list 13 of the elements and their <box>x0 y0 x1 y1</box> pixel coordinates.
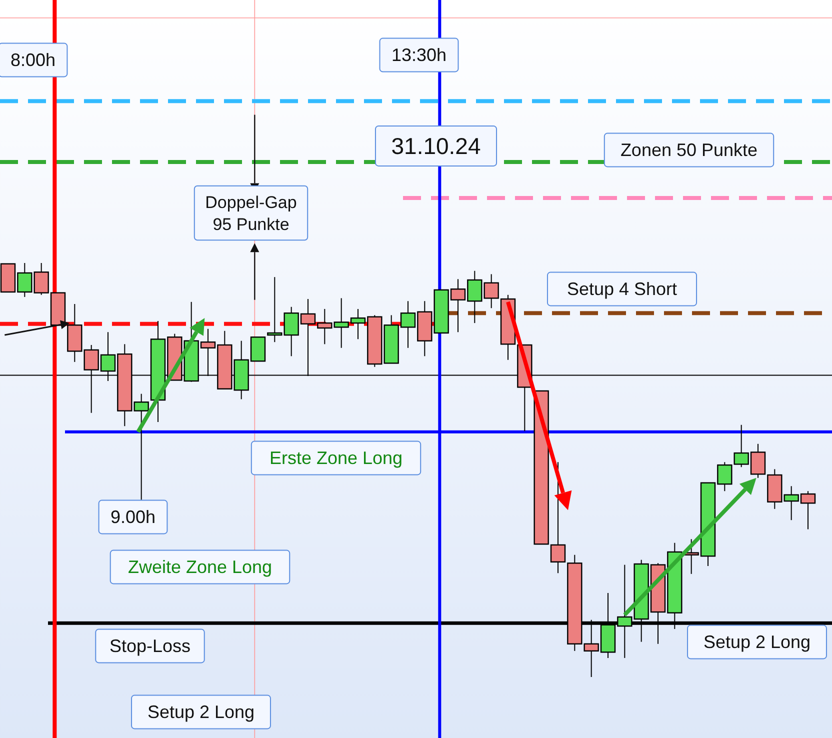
text: Setup 2 Long <box>147 702 255 722</box>
annotation: Setup 4 Short <box>566 279 678 299</box>
annotation: Erste Zone Long <box>269 448 403 468</box>
annotation: Zweite Zone Long <box>128 557 272 577</box>
candlestick <box>550 462 566 574</box>
text: Doppel-Gap 95 Punkte <box>205 192 297 234</box>
text: 8:00h <box>10 50 56 70</box>
text: Zonen 50 Punkte <box>620 140 758 160</box>
annotation: 9.00h <box>110 507 156 527</box>
text: 31.10.24 <box>391 133 481 159</box>
text: 13:30h <box>391 45 447 65</box>
annotation: Setup 2 Long <box>703 632 811 652</box>
annotation: Stop-Loss <box>109 636 191 656</box>
